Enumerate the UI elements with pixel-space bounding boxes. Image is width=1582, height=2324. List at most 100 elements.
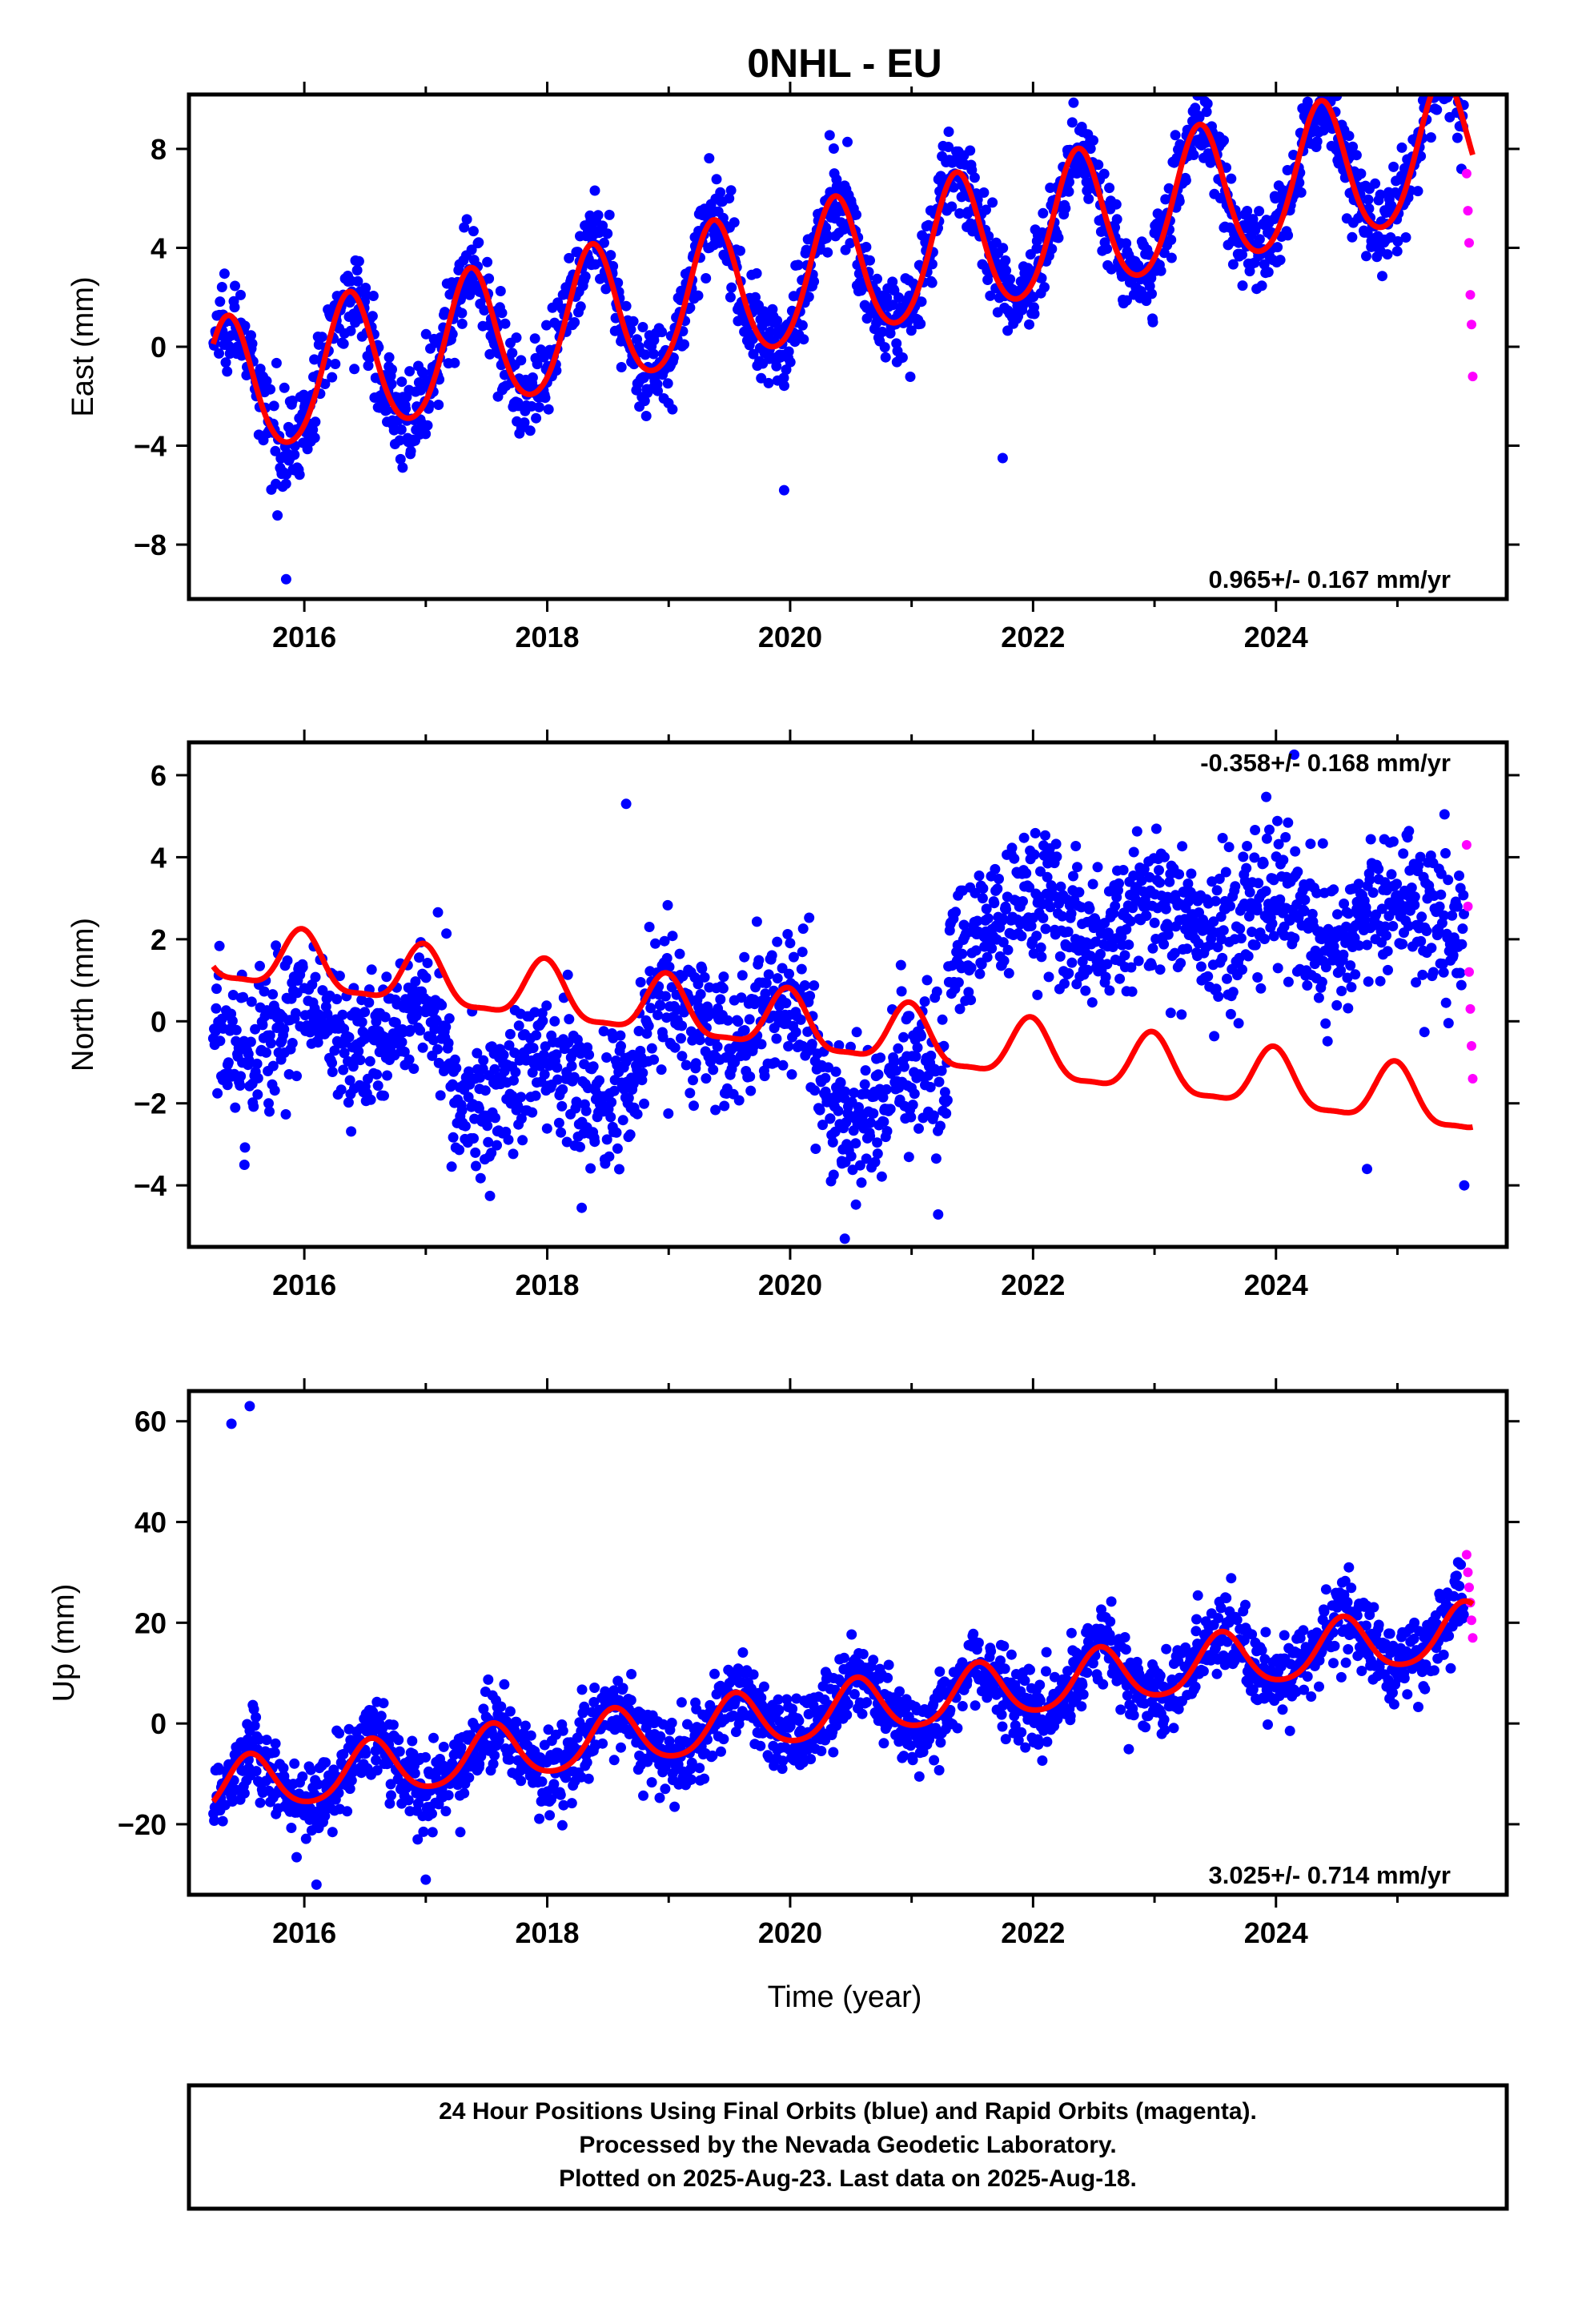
y-axis-label: North (mm) (66, 918, 100, 1072)
final-orbit-point (1244, 887, 1255, 898)
final-orbit-point (1233, 1018, 1244, 1029)
final-orbit-point (1021, 868, 1032, 879)
final-orbit-point (282, 955, 293, 966)
final-orbit-point (893, 292, 904, 303)
final-orbit-point (443, 1038, 454, 1048)
final-orbit-point (1439, 910, 1450, 921)
final-orbit-point (1283, 817, 1294, 828)
final-orbit-point (1212, 942, 1223, 953)
final-orbit-point (898, 1031, 909, 1043)
final-orbit-point (557, 1725, 568, 1736)
final-orbit-point (616, 1040, 626, 1051)
final-orbit-point (851, 1027, 862, 1038)
final-orbit-point (408, 1063, 420, 1074)
final-orbit-point (331, 994, 343, 1005)
final-orbit-point (948, 182, 959, 193)
final-orbit-point (539, 352, 549, 363)
final-orbit-point (1050, 838, 1062, 850)
final-orbit-point (214, 1764, 225, 1775)
final-orbit-point (655, 1731, 666, 1742)
final-orbit-point (688, 1075, 698, 1086)
final-orbit-point (669, 1042, 681, 1053)
final-orbit-point (222, 366, 233, 377)
final-orbit-point (992, 883, 1003, 895)
final-orbit-point (329, 1045, 340, 1056)
final-orbit-point (797, 947, 808, 958)
final-orbit-point (215, 296, 226, 308)
final-orbit-point (271, 357, 282, 368)
final-orbit-point (1126, 986, 1138, 997)
final-orbit-point (483, 1674, 494, 1685)
final-orbit-point (1292, 866, 1303, 878)
final-orbit-point (1452, 132, 1463, 143)
final-orbit-point (926, 1050, 937, 1061)
final-orbit-point (239, 320, 251, 332)
final-orbit-point (1176, 1009, 1187, 1020)
model-fit-curve (211, 926, 1475, 1131)
final-orbit-point (1443, 875, 1454, 886)
final-orbit-point (470, 1147, 481, 1158)
final-orbit-point (330, 359, 341, 369)
final-orbit-point (460, 1120, 471, 1132)
final-orbit-point (1350, 969, 1361, 980)
final-orbit-point (707, 1750, 718, 1761)
rate-label: -0.358+/- 0.168 mm/yr (1200, 749, 1451, 777)
final-orbit-point (833, 1105, 844, 1116)
final-orbit-point (614, 1164, 624, 1175)
final-orbit-point (1268, 931, 1279, 942)
final-orbit-point (345, 325, 356, 336)
final-orbit-point (371, 1069, 383, 1080)
final-orbit-point (517, 1135, 528, 1146)
x-tick-label: 2024 (1244, 1269, 1308, 1301)
final-orbit-point (1080, 985, 1091, 996)
final-orbit-point (1290, 846, 1301, 857)
final-orbit-point (1331, 999, 1343, 1011)
rapid-orbit-point (1464, 967, 1474, 977)
final-orbit-point (310, 971, 321, 983)
final-orbit-point (344, 1783, 355, 1795)
final-orbit-point (851, 209, 861, 220)
final-orbit-point (247, 338, 258, 349)
final-orbit-point (1455, 967, 1466, 979)
final-orbit-point (652, 385, 663, 396)
rapid-orbit-point (1467, 320, 1476, 330)
final-orbit-point (601, 1052, 612, 1063)
final-orbit-point (1237, 280, 1248, 292)
final-orbit-point (363, 360, 374, 372)
final-orbit-point (527, 1107, 538, 1118)
final-orbit-point (468, 226, 479, 237)
final-orbit-point (1307, 908, 1318, 919)
final-orbit-point (525, 1730, 536, 1741)
final-orbit-point (693, 290, 704, 301)
final-orbit-point (1090, 936, 1102, 947)
final-orbit-point (451, 1063, 462, 1074)
final-orbit-point (1166, 252, 1177, 263)
final-orbit-point (686, 1757, 697, 1768)
final-orbit-point (764, 1752, 775, 1763)
final-orbit-point (685, 1088, 696, 1099)
final-orbit-point (974, 968, 986, 979)
final-orbit-point (1074, 887, 1085, 898)
final-orbit-point (267, 989, 279, 1000)
final-orbit-point (1258, 858, 1269, 869)
final-orbit-point (552, 1074, 563, 1085)
final-orbit-point (729, 217, 740, 228)
final-orbit-point (1456, 939, 1468, 950)
final-orbit-point (588, 1697, 600, 1707)
final-orbit-point (581, 1757, 592, 1768)
final-orbit-point (1103, 927, 1114, 939)
final-orbit-point (575, 301, 586, 312)
final-orbit-point (395, 453, 406, 464)
final-orbit-point (568, 1072, 580, 1083)
final-orbit-point (420, 328, 432, 340)
final-orbit-point (823, 1062, 833, 1073)
final-orbit-point (1038, 912, 1049, 923)
final-orbit-point (239, 1787, 250, 1799)
final-orbit-point (625, 1695, 636, 1706)
final-orbit-point (327, 1067, 338, 1077)
data-layer (207, 749, 1478, 1244)
final-orbit-point (784, 968, 794, 979)
final-orbit-point (657, 1031, 669, 1043)
final-orbit-point (828, 1747, 839, 1758)
final-orbit-point (390, 1017, 401, 1028)
